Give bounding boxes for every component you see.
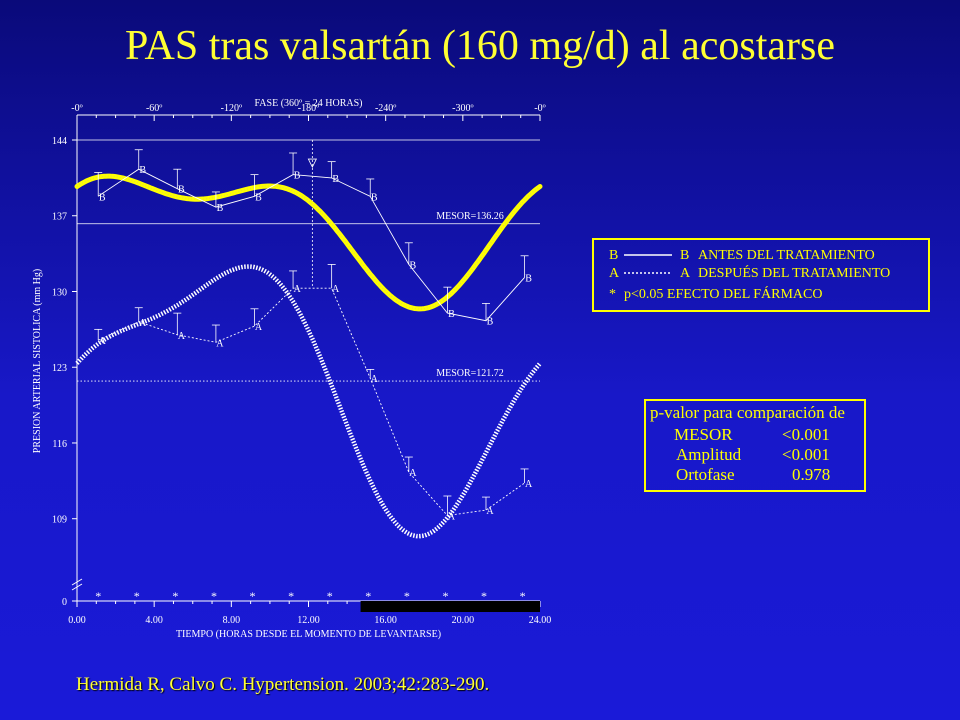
data-point-marker: B bbox=[255, 192, 262, 203]
y-tick-label: 130 bbox=[52, 287, 67, 298]
data-point-marker: A bbox=[525, 479, 533, 490]
data-point-marker: A bbox=[255, 322, 263, 333]
significance-marker: * bbox=[134, 589, 140, 603]
pvalue-box: p-valor para comparación de MESOR <0.001… bbox=[644, 399, 866, 492]
pvalue-label: Ortofase bbox=[676, 465, 735, 484]
data-point-marker: A bbox=[139, 318, 147, 329]
data-point-marker: A bbox=[371, 374, 379, 385]
pvalue-header: p-valor para comparación de bbox=[650, 403, 845, 422]
orthophase-arrow bbox=[307, 158, 318, 168]
phase-tick-label: -60º bbox=[146, 103, 162, 114]
phase-tick-label: -0º bbox=[71, 103, 82, 114]
data-point-marker: B bbox=[99, 192, 106, 203]
y-axis-break-mark bbox=[71, 583, 83, 591]
data-point-marker: B bbox=[294, 171, 301, 182]
y-tick-label: 109 bbox=[52, 515, 67, 526]
legend-row-2-left: A bbox=[609, 266, 620, 281]
significance-marker: * bbox=[172, 589, 178, 603]
legend-row-2-text: DESPUÉS DEL TRATAMIENTO bbox=[698, 264, 890, 281]
significance-marker: * bbox=[520, 589, 526, 603]
pvalue-label: MESOR bbox=[674, 425, 733, 444]
significance-marker: * bbox=[404, 589, 410, 603]
data-point-marker: A bbox=[293, 284, 301, 295]
legend-row-3-left: * bbox=[609, 287, 616, 302]
data-point-marker: B bbox=[409, 260, 416, 271]
legend-row-2-right: A bbox=[680, 266, 691, 281]
y-tick-label: 0 bbox=[62, 597, 67, 608]
x-tick-label: 0.00 bbox=[68, 615, 86, 626]
legend-box: B B ANTES DEL TRATAMIENTO A A DESPUÉS DE… bbox=[592, 238, 930, 312]
phase-tick-label: -180º bbox=[298, 103, 319, 114]
data-point-marker: B bbox=[217, 203, 224, 214]
y-axis-label: PRESION ARTERIAL SISTOLICA (mm Hg) bbox=[32, 269, 43, 453]
data-point-marker: A bbox=[99, 336, 107, 347]
data-point-marker: B bbox=[487, 317, 494, 328]
y-tick-label: 144 bbox=[52, 136, 67, 147]
data-point-marker: A bbox=[332, 284, 340, 295]
x-tick-label: 8.00 bbox=[223, 615, 241, 626]
data-point-marker: A bbox=[178, 331, 186, 342]
y-tick-label: 116 bbox=[52, 439, 67, 450]
legend-row-1-left: B bbox=[609, 248, 618, 263]
pvalue-label: Amplitud bbox=[676, 445, 742, 464]
x-tick-label: 16.00 bbox=[374, 615, 397, 626]
significance-marker: * bbox=[481, 589, 487, 603]
significance-marker: * bbox=[442, 589, 448, 603]
phase-axis-label: FASE (360º = 24 HORAS) bbox=[254, 98, 362, 109]
legend-row-1-right: B bbox=[680, 248, 689, 263]
phase-tick-label: -300º bbox=[452, 103, 473, 114]
data-point-marker: B bbox=[139, 165, 146, 176]
data-line-before bbox=[97, 168, 525, 322]
data-line-after bbox=[98, 287, 525, 516]
pvalue-value: <0.001 bbox=[782, 445, 830, 464]
data-point-marker: A bbox=[486, 506, 494, 517]
data-point-marker: A bbox=[448, 511, 456, 522]
fit-curve-after bbox=[75, 264, 542, 539]
data-point-marker: B bbox=[332, 174, 339, 185]
data-point-marker: B bbox=[525, 273, 532, 284]
y-tick-label: 123 bbox=[52, 363, 67, 374]
pvalue-value: 0.978 bbox=[792, 465, 831, 484]
x-tick-label: 4.00 bbox=[145, 615, 163, 626]
mesor-label: MESOR=121.72 bbox=[436, 368, 504, 379]
data-point-marker: B bbox=[371, 192, 378, 203]
x-tick-label: 24.00 bbox=[529, 615, 552, 626]
fit-curve-before-texture bbox=[76, 175, 541, 310]
phase-tick-label: -120º bbox=[221, 103, 242, 114]
significance-marker: * bbox=[365, 589, 371, 603]
y-tick-label: 137 bbox=[52, 212, 67, 223]
pvalue-value: <0.001 bbox=[782, 425, 830, 444]
data-point-marker: B bbox=[448, 309, 455, 320]
significance-marker: * bbox=[327, 589, 333, 603]
data-point-marker: A bbox=[216, 338, 224, 349]
data-point-marker: A bbox=[409, 468, 417, 479]
significance-marker: * bbox=[288, 589, 294, 603]
legend-row-3-text: p<0.05 EFECTO DEL FÁRMACO bbox=[624, 285, 822, 302]
significance-marker: * bbox=[95, 589, 101, 603]
phase-tick-label: -240º bbox=[375, 103, 396, 114]
significance-marker: * bbox=[211, 589, 217, 603]
fit-curve-before bbox=[74, 173, 543, 312]
phase-tick-label: -0º bbox=[534, 103, 545, 114]
night-bar bbox=[360, 601, 540, 612]
mesor-label: MESOR=136.26 bbox=[436, 211, 504, 222]
legend-row-1-text: ANTES DEL TRATAMIENTO bbox=[698, 248, 875, 263]
data-point-marker: B bbox=[178, 185, 185, 196]
x-tick-label: 12.00 bbox=[297, 615, 320, 626]
significance-marker: * bbox=[250, 589, 256, 603]
x-axis-label: TIEMPO (HORAS DESDE EL MOMENTO DE LEVANT… bbox=[176, 629, 441, 640]
legend-svg: B B ANTES DEL TRATAMIENTO A A DESPUÉS DE… bbox=[609, 248, 890, 302]
slide-title: PAS tras valsartán (160 mg/d) al acostar… bbox=[125, 23, 835, 69]
y-axis-break-mark bbox=[71, 578, 83, 586]
x-tick-label: 20.00 bbox=[452, 615, 475, 626]
citation: Hermida R, Calvo C. Hypertension. 2003;4… bbox=[76, 674, 490, 695]
